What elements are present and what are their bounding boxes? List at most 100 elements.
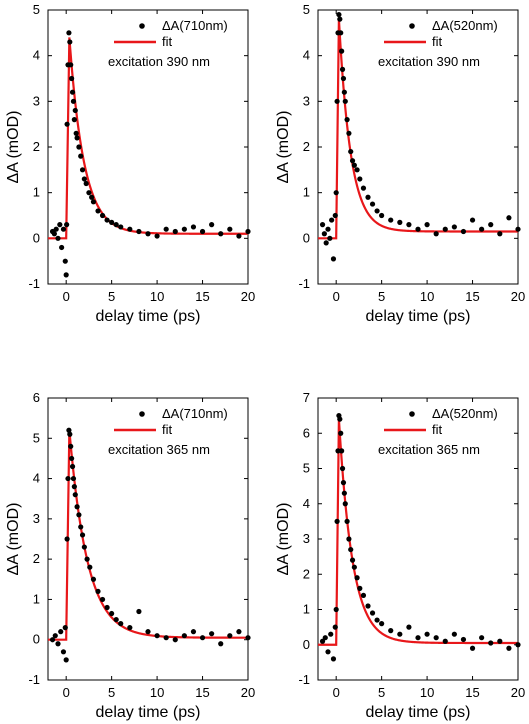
x-axis-label: delay time (ps) — [96, 704, 201, 721]
data-point — [90, 199, 97, 205]
data-point — [323, 240, 329, 246]
data-point — [333, 606, 339, 613]
data-point — [346, 130, 352, 136]
data-point — [506, 215, 512, 221]
data-point — [66, 427, 72, 433]
data-point — [374, 617, 380, 623]
data-point — [74, 504, 80, 510]
data-point — [90, 576, 97, 582]
x-tick-label: 20 — [511, 685, 525, 700]
chart-panel-top-right: 0 5 10 15 20 -1 0 1 2 3 4 5 delay time (ps) ΔA (mOD) Δ… — [275, 2, 525, 325]
data-point — [488, 222, 494, 228]
data-point — [357, 585, 363, 591]
data-point — [245, 228, 251, 235]
y-tick-label: 5 — [303, 2, 310, 17]
data-point — [59, 244, 65, 251]
data-point — [172, 228, 178, 235]
data-point — [60, 649, 67, 655]
y-axis-label: ΔA (mOD) — [5, 503, 22, 576]
x-tick-label: 10 — [150, 685, 164, 700]
chart-panel-top-left: 0 5 10 15 20 -1 0 1 2 3 4 5 delay time (ps) ΔA (mOD) Δ… — [5, 2, 255, 325]
data-point — [321, 231, 327, 237]
data-point — [515, 642, 521, 648]
data-point — [99, 212, 106, 219]
data-point — [479, 226, 485, 232]
data-point — [190, 224, 197, 230]
data-point — [442, 638, 448, 644]
y-tick-label: 5 — [303, 461, 310, 476]
data-point — [71, 484, 77, 490]
data-point — [99, 596, 106, 603]
data-point — [127, 625, 133, 631]
data-point — [349, 557, 356, 563]
data-point — [113, 616, 119, 623]
data-point — [218, 641, 224, 647]
data-point — [163, 635, 169, 641]
data-point — [76, 512, 82, 518]
data-point — [69, 89, 76, 95]
legend-label-fit: fit — [432, 34, 443, 49]
data-point — [69, 75, 75, 82]
legend-note: excitation 365 nm — [378, 442, 480, 457]
data-point — [79, 167, 86, 173]
x-tick-label: 5 — [378, 289, 385, 304]
data-point — [340, 480, 347, 486]
data-point — [341, 490, 347, 496]
data-point — [95, 588, 101, 594]
legend-marker-data — [139, 23, 145, 29]
data-point — [357, 176, 363, 182]
data-point — [190, 629, 197, 635]
y-tick-label: 2 — [303, 139, 310, 154]
data-point — [397, 631, 403, 637]
data-point — [154, 233, 160, 239]
y-tick-label: 4 — [303, 496, 310, 511]
y-tick-label: 3 — [33, 511, 40, 526]
data-point — [348, 546, 354, 553]
data-point — [388, 217, 394, 223]
data-point — [218, 231, 224, 237]
data-point — [325, 226, 331, 232]
data-point — [64, 222, 70, 228]
data-point — [78, 524, 84, 530]
data-point — [406, 624, 412, 630]
data-point — [339, 465, 346, 472]
x-tick-label: 15 — [195, 289, 209, 304]
data-point — [66, 30, 72, 36]
legend-label-data: ΔA(710nm) — [162, 406, 228, 421]
data-point — [369, 610, 376, 616]
data-point — [497, 638, 503, 644]
data-point — [319, 222, 326, 228]
data-point — [328, 631, 334, 637]
x-axis-label: delay time (ps) — [96, 308, 201, 325]
data-point — [339, 48, 345, 54]
fit-curve — [48, 430, 248, 641]
data-point — [109, 610, 115, 617]
data-point — [348, 148, 354, 155]
data-point — [340, 75, 347, 82]
data-point — [55, 641, 61, 647]
x-tick-label: 15 — [195, 685, 209, 700]
data-point — [337, 16, 343, 22]
y-tick-label: 5 — [33, 430, 40, 445]
data-point — [360, 185, 367, 191]
data-point — [479, 635, 485, 641]
data-point — [245, 635, 251, 641]
legend-marker-data — [409, 23, 415, 29]
data-point — [335, 448, 341, 454]
data-point — [379, 621, 385, 627]
plot-frame — [47, 397, 249, 681]
data-point — [333, 190, 339, 196]
y-axis-label: ΔA (mOD) — [275, 503, 292, 576]
x-tick-label: 15 — [465, 289, 479, 304]
x-tick-label: 20 — [241, 685, 255, 700]
data-point — [351, 564, 357, 570]
x-tick-label: 20 — [241, 289, 255, 304]
legend-note: excitation 365 nm — [108, 442, 210, 457]
data-point — [145, 231, 151, 237]
x-tick-label: 10 — [420, 685, 434, 700]
data-point — [136, 228, 142, 235]
data-point — [337, 416, 343, 422]
data-point — [334, 98, 340, 104]
data-point — [406, 222, 412, 228]
data-point — [342, 98, 348, 104]
